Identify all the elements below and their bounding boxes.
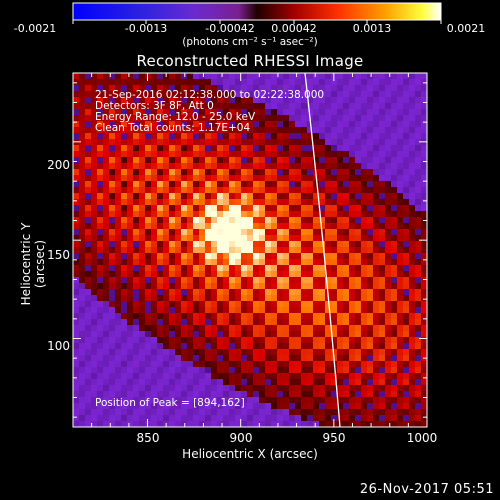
colorbar-tick-label: -0.00042 [205, 22, 255, 35]
method-counts-text: Clean Total counts: 1.17E+04 [95, 122, 251, 134]
energy-range-text: Energy Range: 12.0 - 25.0 keV [95, 111, 256, 123]
x-tick-label: 900 [229, 431, 253, 445]
x-tick-label: 850 [136, 431, 160, 445]
colorbar-tick-label: 0.00042 [271, 22, 317, 35]
solar-limb-line [304, 72, 341, 428]
colorbar-tick-label: 0.0013 [352, 22, 392, 35]
x-axis-label: Heliocentric X (arcsec) [182, 447, 318, 461]
y-tick-label: 150 [47, 248, 70, 262]
colorbar-tick-label: 0.0021 [446, 22, 486, 35]
image-title: Reconstructed RHESSI Image [136, 52, 364, 70]
time-range-text: 21-Sep-2016 02:12:38.000 to 02:22:38.000 [95, 89, 325, 101]
y-tick-label: 200 [47, 158, 70, 172]
x-tick-label: 1000 [406, 431, 438, 445]
y-tick-label: 100 [47, 339, 70, 353]
footer-date: 26-Nov-2017 05:51 [359, 482, 494, 497]
x-tick-label: 950 [322, 431, 346, 445]
detectors-text: Detectors: 3F 8F, Att 0 [95, 100, 214, 112]
colorbar [72, 2, 442, 24]
colorbar-tick-label: -0.0013 [124, 22, 168, 35]
colorbar-units: (photons cm⁻² s⁻¹ asec⁻²) [182, 36, 318, 48]
plot-frame [72, 72, 428, 428]
peak-position-text: Position of Peak = [894,162] [95, 397, 245, 409]
colorbar-tick-label: -0.0021 [13, 22, 57, 35]
y-axis-label: Heliocentric Y (arcsec) [19, 222, 47, 306]
